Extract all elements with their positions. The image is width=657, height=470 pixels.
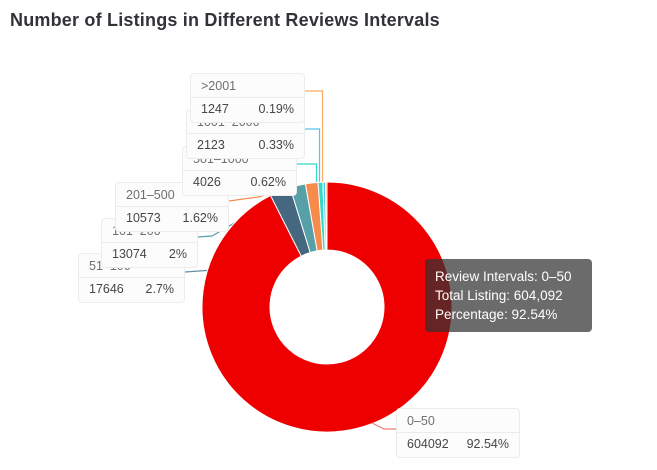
label-pct: 92.54% [466,437,509,451]
label-pct: 2.7% [145,282,175,296]
label-pct: 2% [168,247,187,261]
label-card-201-500: 201–500 10573 1.62% [115,182,229,232]
label-pct: 0.19% [258,102,294,116]
tooltip-line-pct: Percentage: 92.54% [435,307,558,322]
label-pct: 0.33% [258,138,294,152]
label-line-501-1000 [297,163,318,190]
label-count: 13074 [112,247,147,261]
label-interval: 201–500 [116,183,228,207]
label-count: 17646 [89,282,124,296]
label-pct: 1.62% [182,211,218,225]
label-card-0-50: 0–50 604092 92.54% [396,408,520,458]
label-count: 2123 [197,138,225,152]
tooltip-line-interval: Review Intervals: 0–50 [435,269,572,284]
label-count: 604092 [407,437,449,451]
label-line-1001-2000 [305,128,321,189]
label-line--2001 [305,90,324,187]
label-count: 1247 [201,102,229,116]
pie-slice--2001[interactable] [325,181,328,251]
label-interval: 0–50 [397,409,519,433]
tooltip: Review Intervals: 0–50 Total Listing: 60… [425,259,592,332]
label-interval: >2001 [191,74,304,98]
label-line-0-50 [371,422,396,430]
label-count: 4026 [193,175,221,189]
label-pct: 0.62% [250,175,286,189]
label-count: 10573 [126,211,161,225]
chart-title: Number of Listings in Different Reviews … [10,10,440,30]
label-card-gt2001: >2001 1247 0.19% [190,73,305,123]
tooltip-line-total: Total Listing: 604,092 [435,288,563,303]
